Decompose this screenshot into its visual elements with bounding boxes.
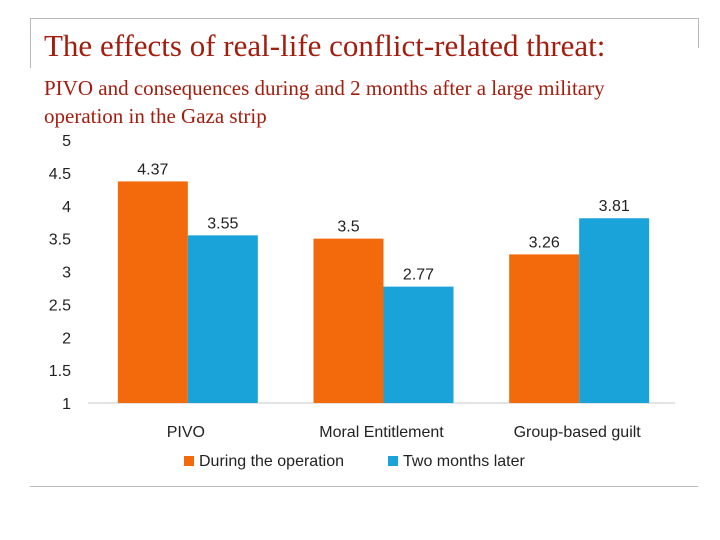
- data-label: 3.81: [599, 198, 630, 215]
- frame-line-right: [698, 18, 699, 48]
- y-tick-label: 3.5: [49, 232, 71, 249]
- bar: [117, 181, 188, 403]
- legend-swatch: [184, 456, 194, 466]
- y-tick-label: 4: [62, 199, 71, 216]
- legend-label: During the operation: [199, 453, 344, 470]
- legend-swatch: [388, 456, 398, 466]
- slide-title: The effects of real-life conflict-relate…: [44, 28, 606, 63]
- bar: [313, 238, 384, 403]
- x-category-label: PIVO: [167, 424, 205, 441]
- frame-line-bottom: [30, 486, 698, 487]
- frame-line-top: [30, 18, 698, 19]
- bar: [187, 235, 258, 403]
- bar: [383, 286, 454, 403]
- data-label: 3.26: [529, 234, 560, 251]
- bar: [509, 254, 580, 403]
- data-label: 3.5: [337, 219, 359, 236]
- y-tick-label: 4.5: [49, 166, 71, 183]
- data-label: 4.37: [137, 161, 168, 178]
- bar: [579, 218, 650, 403]
- y-tick-label: 5: [62, 133, 71, 150]
- data-label: 3.55: [207, 215, 238, 232]
- y-tick-label: 3: [62, 265, 71, 282]
- y-tick-label: 1: [62, 396, 71, 413]
- legend-label: Two months later: [403, 453, 526, 470]
- y-tick-label: 1.5: [49, 363, 71, 380]
- y-tick-label: 2.5: [49, 297, 71, 314]
- y-tick-label: 2: [62, 330, 71, 347]
- frame-line-left: [30, 18, 31, 68]
- x-category-label: Moral Entitlement: [319, 424, 444, 441]
- data-label: 2.77: [403, 267, 434, 284]
- slide-subtitle: PIVO and consequences during and 2 month…: [44, 76, 605, 128]
- x-category-label: Group-based guilt: [514, 424, 642, 441]
